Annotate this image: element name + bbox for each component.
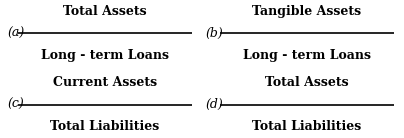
Text: Total Liabilities: Total Liabilities: [50, 120, 160, 133]
Text: (a): (a): [8, 27, 25, 40]
Text: Long - term Loans: Long - term Loans: [243, 49, 371, 62]
Text: Total Assets: Total Assets: [63, 5, 147, 18]
Text: (d): (d): [205, 98, 223, 111]
Text: Current Assets: Current Assets: [53, 76, 157, 89]
Text: Long - term Loans: Long - term Loans: [41, 49, 169, 62]
Text: Tangible Assets: Tangible Assets: [252, 5, 362, 18]
Text: (b): (b): [205, 27, 223, 40]
Text: Total Assets: Total Assets: [265, 76, 349, 89]
Text: Total Liabilities: Total Liabilities: [252, 120, 362, 133]
Text: (c): (c): [8, 98, 25, 111]
